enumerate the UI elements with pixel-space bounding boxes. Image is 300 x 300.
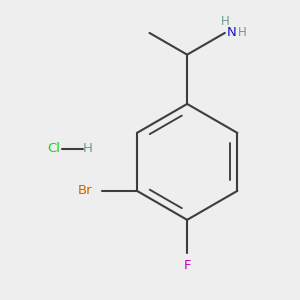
Text: Cl: Cl <box>47 142 60 155</box>
Text: H: H <box>221 15 230 28</box>
Text: Br: Br <box>77 184 92 197</box>
Text: H: H <box>238 26 246 39</box>
Text: H: H <box>83 142 93 155</box>
Text: N: N <box>226 26 236 39</box>
Text: F: F <box>183 259 191 272</box>
